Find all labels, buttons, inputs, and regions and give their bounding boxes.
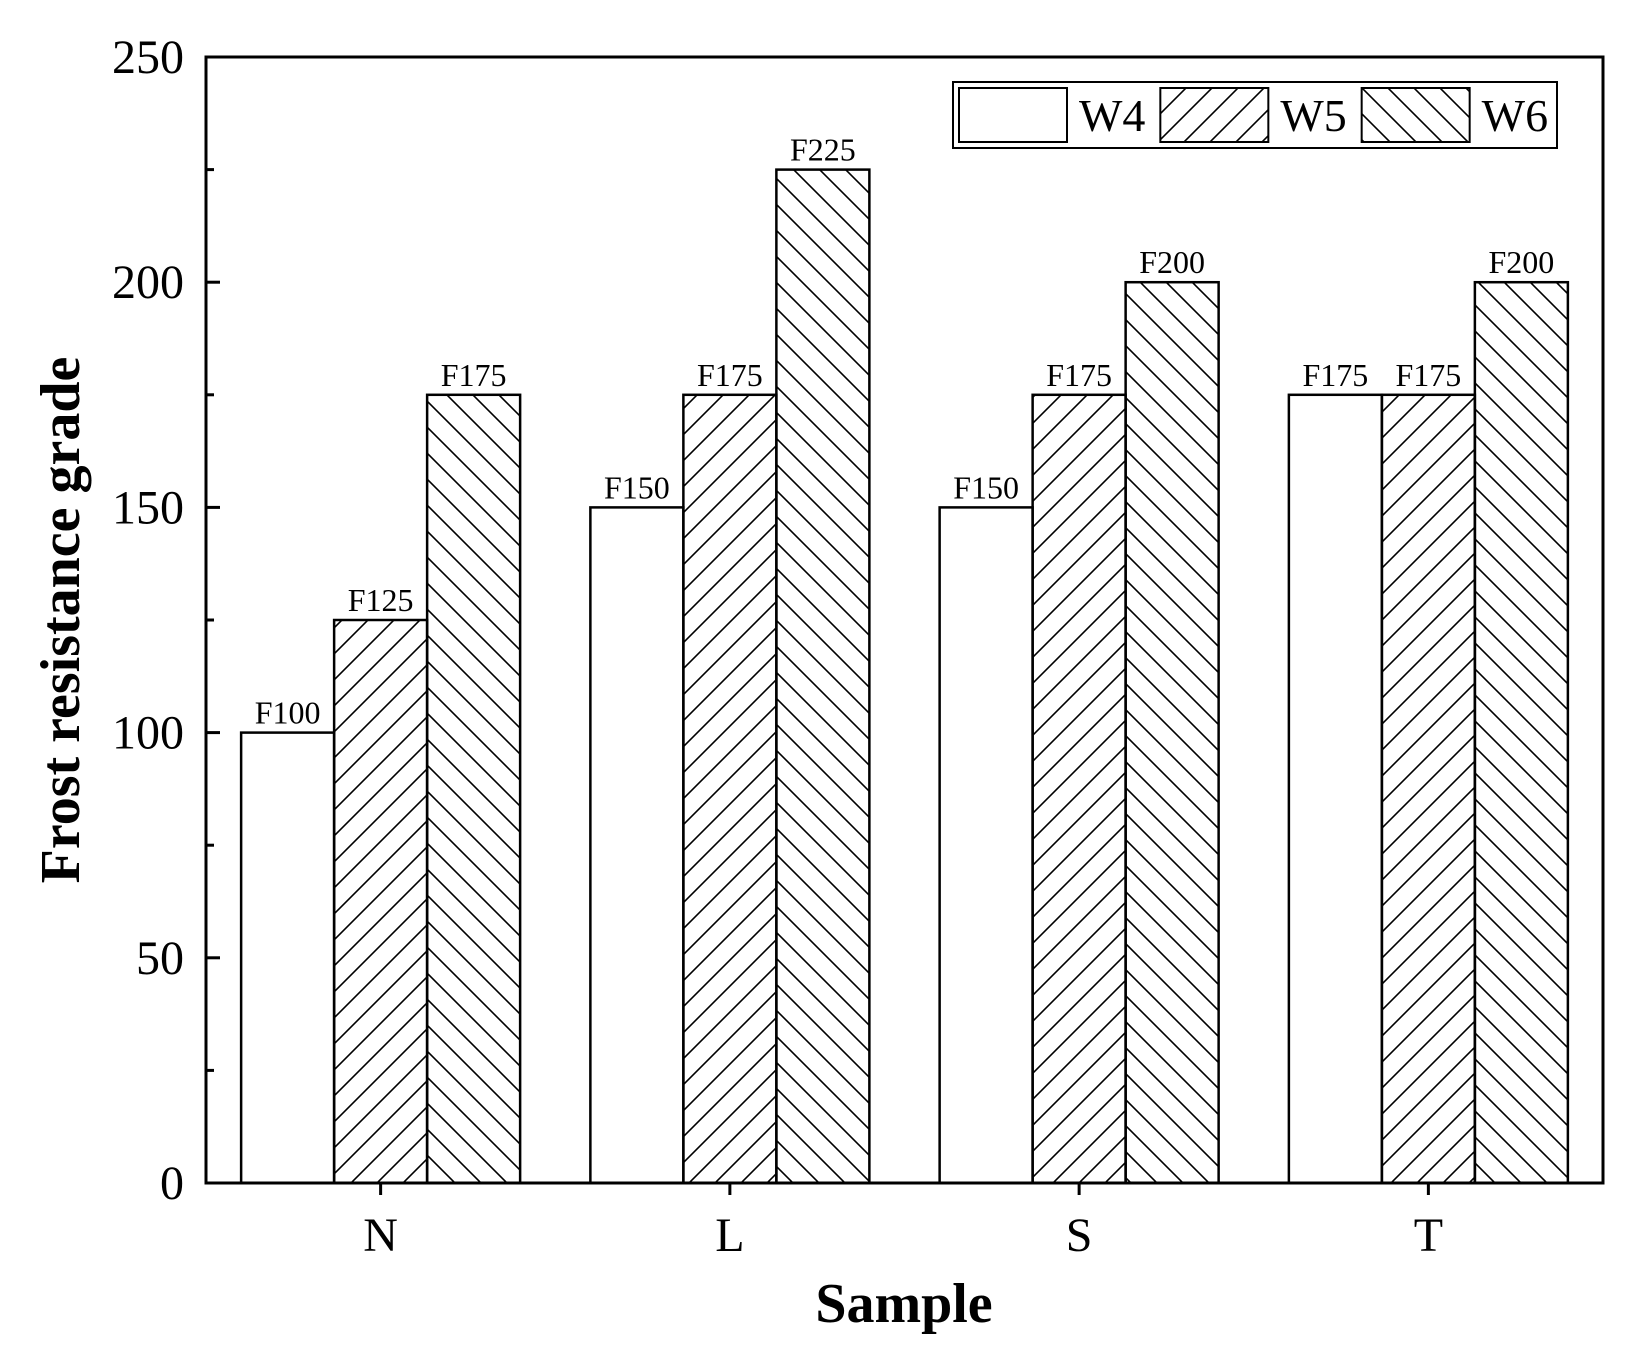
data-label-w5-n: F125 [348,582,414,618]
data-labels-layer: F100 F125 F175 F150 F175 F225 F150 F175 F200 F175… [255,132,1555,731]
bar-w4-n [239,731,336,1185]
x-tick-label-l: L [715,1209,744,1262]
y-tick-label: 100 [112,707,184,760]
y-tick-label: 250 [112,31,184,84]
legend-label-w4: W4 [1079,90,1145,141]
bars-layer [239,168,1570,1185]
bar-w6-t [1473,280,1570,1185]
legend-swatch-w4 [958,87,1068,143]
legend: W4 W5 W6 [952,81,1558,149]
legend-swatch-w6 [1360,87,1471,143]
data-label-w6-s: F200 [1139,244,1205,280]
data-label-w6-t: F200 [1488,244,1554,280]
data-label-w6-n: F175 [441,357,507,393]
data-label-w6-l: F225 [790,132,856,168]
data-label-w4-t: F175 [1302,357,1368,393]
data-label-w5-l: F175 [697,357,763,393]
bar-w5-n [332,618,429,1185]
data-label-w4-n: F100 [255,695,321,731]
legend-label-w5: W5 [1280,90,1346,141]
legend-label-w6: W6 [1482,90,1548,141]
y-tick-label: 0 [160,1157,184,1210]
x-axis-title: Sample [815,1273,992,1335]
y-axis-ticks: 0 50 100 150 200 250 [112,31,220,1210]
legend-swatch-w5 [1159,87,1270,143]
bar-w6-s [1124,280,1220,1185]
bar-w5-l [682,393,778,1185]
bar-w5-t [1380,393,1477,1185]
bar-w5-s [1031,393,1127,1185]
y-axis-title: Frost resistance grade [30,357,92,884]
y-tick-label: 200 [112,256,184,309]
bar-w6-n [425,393,522,1185]
x-tick-label-n: N [363,1209,398,1262]
data-label-w5-s: F175 [1046,357,1112,393]
bar-w4-t [1287,393,1384,1185]
x-tick-label-s: S [1066,1209,1093,1262]
bar-w6-l [775,168,871,1185]
bar-w4-l [589,506,685,1185]
data-label-w4-l: F150 [604,469,670,505]
bar-w4-s [938,506,1034,1185]
data-label-w4-s: F150 [953,469,1019,505]
y-tick-label: 50 [136,932,184,985]
x-tick-label-t: T [1414,1209,1443,1262]
y-tick-label: 150 [112,481,184,534]
data-label-w5-t: F175 [1395,357,1461,393]
